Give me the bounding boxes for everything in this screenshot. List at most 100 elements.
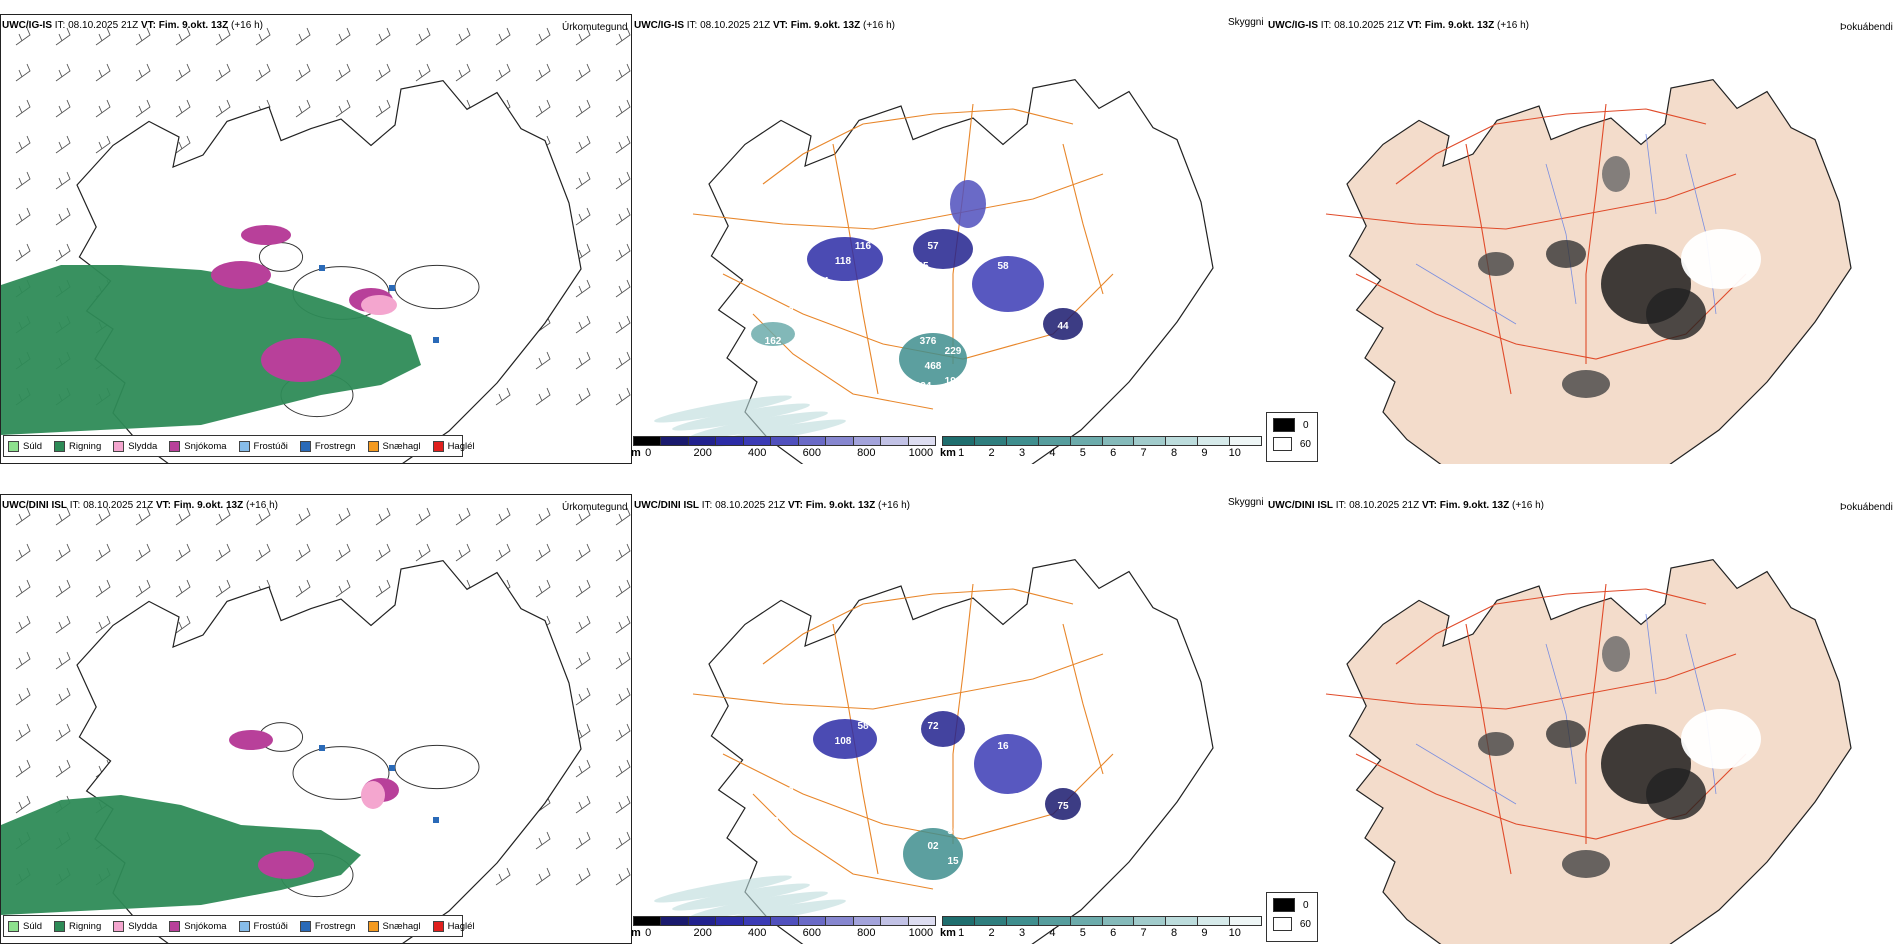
colorbar-tick-label: 8 — [1170, 447, 1178, 459]
wind-barb — [615, 243, 631, 262]
legend-label: Haglél — [447, 440, 475, 452]
legend-swatch — [8, 920, 19, 932]
wind-barb — [615, 315, 631, 334]
colorbar-tick-label: 4 — [1049, 927, 1056, 939]
colorbar-cell — [853, 917, 882, 925]
wind-barb — [55, 723, 71, 742]
wind-barb — [535, 507, 551, 526]
legend-swatch — [367, 440, 379, 452]
cloud-base-label: 108 — [835, 736, 852, 747]
snow-area — [258, 851, 314, 879]
legend-label: Frostregn — [314, 440, 356, 452]
wind-barb — [215, 27, 231, 46]
legend-swatch — [238, 440, 250, 452]
wind-barb — [575, 315, 591, 334]
colorbar-cells — [942, 436, 1262, 446]
low-cloud-area — [974, 734, 1042, 794]
low-cloud-area — [950, 180, 986, 228]
wind-barb — [55, 207, 71, 226]
wind-barb — [295, 579, 311, 598]
wind-barb — [575, 723, 591, 742]
legend-label: Frostúði — [253, 440, 288, 452]
iceland-outline — [708, 558, 1214, 944]
cloud-base-label: 58 — [857, 721, 869, 732]
colorbar-cell — [743, 917, 772, 925]
colorbar-unit: km — [940, 927, 956, 939]
wind-barb — [615, 507, 631, 526]
fog-legend-label: 60 — [1299, 438, 1311, 450]
legend-label: Snæhagl — [382, 920, 421, 932]
precip-map-row1 — [1, 27, 631, 463]
colorbar-cell — [1166, 437, 1199, 445]
wind-barb — [255, 63, 271, 82]
legend-swatch — [238, 920, 250, 932]
legend-item: Snjókoma — [169, 440, 227, 452]
wind-barb — [295, 63, 311, 82]
legend-swatch — [367, 920, 379, 932]
fog-map-row2 — [1325, 558, 1852, 944]
colorbar-ticks: 1 2 3 4 5 6 7 8 9 10 — [942, 926, 1262, 940]
wind-barb — [15, 579, 31, 598]
colorbar-cell — [688, 437, 717, 445]
fog-streak — [672, 883, 810, 911]
wind-barb — [175, 135, 191, 154]
header-row1-fog: UWC/IG-IS IT: 08.10.2025 21Z VT: Fim. 9.… — [1268, 20, 1529, 31]
precip-title-row2: Úrkomutegund — [562, 502, 628, 513]
colorbar-cell — [634, 437, 662, 445]
legend-label: Snæhagl — [382, 440, 421, 452]
wind-barb — [15, 63, 31, 82]
wind-barb — [575, 99, 591, 118]
wind-barb — [95, 615, 111, 634]
fog-index-area — [1646, 288, 1706, 340]
wind-barb — [215, 579, 231, 598]
colorbar-cell — [771, 917, 799, 925]
cloud-base-label: 94 — [817, 276, 829, 287]
road — [762, 108, 1074, 185]
colorbar-tick-label: 1 — [958, 927, 965, 939]
wind-barb — [375, 507, 391, 526]
wind-barb — [495, 867, 511, 886]
freezing-rain-area — [389, 765, 395, 771]
header-row2-visibility: UWC/DINI ISL IT: 08.10.2025 21Z VT: Fim.… — [634, 500, 910, 511]
precip-legend-row1: Súld Rigning Slydda Snjókoma Frostúði Frostre… — [3, 435, 475, 457]
colorbar-cell — [1134, 917, 1167, 925]
iceland-outline — [1346, 558, 1852, 944]
wind-barb — [575, 579, 591, 598]
snow-area — [241, 225, 291, 245]
wind-barb — [575, 171, 591, 190]
wind-barb — [55, 579, 71, 598]
fog-title-row1: Þokuábendi — [1840, 22, 1893, 33]
fog-index-area — [1602, 636, 1630, 672]
wind-barb — [15, 687, 31, 706]
colorbar-cell — [1070, 437, 1103, 445]
glacier — [394, 744, 480, 790]
wind-barb — [615, 795, 631, 814]
wind-barb — [55, 63, 71, 82]
legend-item: Rigning — [54, 440, 101, 452]
wind-barb — [175, 579, 191, 598]
header-row2-precip: UWC/DINI ISL IT: 08.10.2025 21Z VT: Fim.… — [2, 500, 278, 511]
legend-item: Snæhagl — [367, 440, 421, 452]
iceland-outline — [1346, 78, 1852, 464]
legend-label: Frostúði — [253, 920, 288, 932]
low-cloud-area — [921, 711, 965, 747]
fog-index-area — [1562, 850, 1610, 878]
colorbar-tick-label: 400 — [748, 447, 767, 459]
legend-swatch — [432, 440, 444, 452]
wind-barb — [95, 579, 111, 598]
wind-barb — [615, 63, 631, 82]
visibility-colorbar-row2: 1 2 3 4 5 6 7 8 9 10 km — [940, 916, 1262, 940]
fog-legend-swatch — [1273, 898, 1295, 912]
fog-index-area — [1478, 252, 1514, 276]
colorbar-tick-label: 9 — [1201, 447, 1208, 459]
low-cloud-area — [751, 322, 795, 346]
wind-barb — [15, 795, 31, 814]
no-fog-area — [1681, 229, 1761, 289]
wind-barb — [495, 387, 511, 406]
wind-barb — [535, 27, 551, 46]
colorbar-tick-label: 0 — [645, 927, 652, 939]
wind-barb — [575, 507, 591, 526]
fog-title-row2: Þokuábendi — [1840, 502, 1893, 513]
legend-item: Frostúði — [238, 440, 288, 452]
